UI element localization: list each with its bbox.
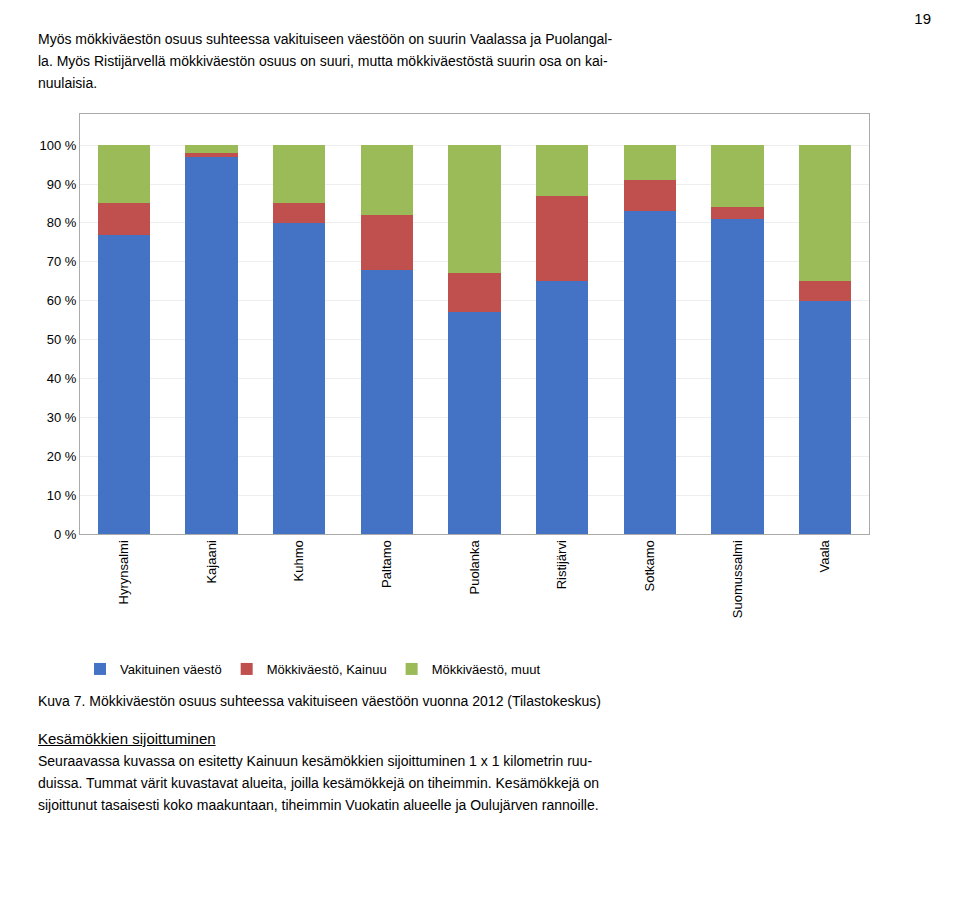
svg-text:Kuhmo: Kuhmo (291, 540, 306, 581)
svg-text:50 %: 50 % (47, 332, 77, 347)
svg-text:60 %: 60 % (47, 293, 77, 308)
svg-text:0 %: 0 % (54, 527, 77, 542)
svg-text:Vaala: Vaala (817, 539, 832, 572)
html-text:19: 19 (914, 10, 931, 27)
svg-text:Mökkiväestö, Kainuu: Mökkiväestö, Kainuu (267, 662, 387, 677)
svg-text:Ristijärvi: Ristijärvi (554, 540, 569, 589)
svg-text:Sotkamo: Sotkamo (642, 540, 657, 591)
svg-text:Mökkiväestö, muut: Mökkiväestö, muut (432, 662, 541, 677)
svg-text:100 %: 100 % (40, 138, 77, 153)
html-text:sijoittunut tasaisesti koko ma: sijoittunut tasaisesti koko maakuntaan, … (38, 797, 599, 813)
html-text:Kesämökkien sijoittuminen: Kesämökkien sijoittuminen (38, 730, 216, 747)
html-text:nuulaisia.: nuulaisia. (38, 75, 98, 91)
html-text:Seuraavassa kuvassa on esitett: Seuraavassa kuvassa on esitetty Kainuun … (38, 753, 593, 769)
html-text:la. Myös Ristijärvellä mökkivä: la. Myös Ristijärvellä mökkiväestön osuu… (38, 53, 608, 69)
html-text:duissa. Tummat värit kuvastava: duissa. Tummat värit kuvastavat alueita,… (38, 775, 599, 791)
html-text:Myös mökkiväestön osuus suhtee: Myös mökkiväestön osuus suhteessa vakitu… (38, 31, 613, 47)
svg-text:90 %: 90 % (47, 177, 77, 192)
svg-text:40 %: 40 % (47, 371, 77, 386)
svg-text:Vakituinen väestö: Vakituinen väestö (120, 662, 222, 677)
svg-text:10 %: 10 % (47, 488, 77, 503)
svg-text:Suomussalmi: Suomussalmi (730, 540, 745, 618)
svg-text:Hyrynsalmi: Hyrynsalmi (116, 540, 131, 604)
svg-text:80 %: 80 % (47, 215, 77, 230)
svg-text:30 %: 30 % (47, 410, 77, 425)
svg-text:Puolanka: Puolanka (467, 539, 482, 594)
svg-text:20 %: 20 % (47, 449, 77, 464)
svg-text:Paltamo: Paltamo (379, 540, 394, 588)
html-text:Kuva 7. Mökkiväestön osuus suh: Kuva 7. Mökkiväestön osuus suhteessa vak… (38, 693, 601, 709)
svg-text:70 %: 70 % (47, 254, 77, 269)
svg-text:Kajaani: Kajaani (204, 540, 219, 583)
